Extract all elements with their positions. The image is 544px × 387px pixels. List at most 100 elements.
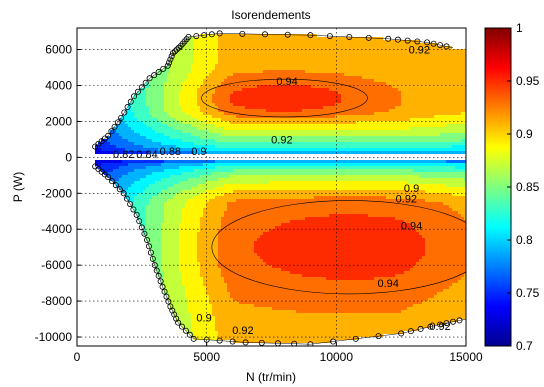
- contour-cell: [200, 301, 203, 304]
- contour-cell: [230, 34, 233, 37]
- contour-cell: [116, 136, 119, 139]
- contour-cell: [146, 142, 149, 145]
- contour-cell: [278, 127, 281, 130]
- contour-cell: [215, 322, 218, 325]
- contour-cell: [128, 148, 131, 151]
- contour-cell: [164, 229, 167, 232]
- contour-cell: [224, 124, 227, 127]
- contour-cell: [140, 133, 143, 136]
- contour-cell: [236, 232, 239, 235]
- contour-cell: [149, 190, 152, 193]
- contour-cell: [173, 229, 176, 232]
- contour-cell: [257, 340, 260, 343]
- contour-cell: [263, 91, 266, 94]
- contour-cell: [191, 328, 194, 331]
- contour-cell: [137, 100, 140, 103]
- contour-cell: [257, 202, 260, 205]
- contour-cell: [191, 307, 194, 310]
- contour-cell: [215, 277, 218, 280]
- contour-cell: [167, 106, 170, 109]
- contour-cell: [215, 142, 218, 145]
- contour-cell: [293, 88, 296, 91]
- contour-cell: [155, 190, 158, 193]
- contour-cell: [179, 94, 182, 97]
- contour-cell: [173, 88, 176, 91]
- contour-cell: [215, 85, 218, 88]
- contour-cell: [290, 139, 293, 142]
- contour-cell: [263, 49, 266, 52]
- contour-cell: [209, 211, 212, 214]
- contour-cell: [215, 160, 218, 163]
- contour-cell: [131, 205, 134, 208]
- contour-cell: [245, 244, 248, 247]
- contour-cell: [188, 202, 191, 205]
- contour-cell: [254, 325, 257, 328]
- contour-cell: [263, 70, 266, 73]
- contour-cell: [257, 181, 260, 184]
- contour-cell: [233, 175, 236, 178]
- contour-cell: [281, 271, 284, 274]
- contour-cell: [134, 109, 137, 112]
- contour-cell: [284, 133, 287, 136]
- contour-cell: [260, 325, 263, 328]
- contour-cell: [260, 256, 263, 259]
- contour-cell: [119, 148, 122, 151]
- contour-cell: [194, 46, 197, 49]
- contour-cell: [179, 148, 182, 151]
- contour-cell: [128, 130, 131, 133]
- contour-cell: [245, 217, 248, 220]
- contour-cell: [215, 208, 218, 211]
- contour-cell: [197, 313, 200, 316]
- contour-cell: [287, 298, 290, 301]
- contour-cell: [188, 46, 191, 49]
- contour-cell: [158, 235, 161, 238]
- contour-cell: [230, 76, 233, 79]
- contour-cell: [209, 100, 212, 103]
- contour-cell: [128, 151, 131, 154]
- contour-cell: [266, 196, 269, 199]
- contour-cell: [227, 178, 230, 181]
- contour-cell: [176, 226, 179, 229]
- contour-cell: [188, 79, 191, 82]
- contour-cell: [239, 94, 242, 97]
- contour-cell: [164, 253, 167, 256]
- contour-cell: [248, 169, 251, 172]
- contour-cell: [170, 283, 173, 286]
- contour-cell: [254, 295, 257, 298]
- contour-cell: [227, 106, 230, 109]
- contour-cell: [233, 88, 236, 91]
- contour-cell: [230, 166, 233, 169]
- contour-cell: [212, 328, 215, 331]
- contour-cell: [257, 211, 260, 214]
- contour-cell: [170, 280, 173, 283]
- contour-cell: [269, 172, 272, 175]
- contour-cell: [290, 280, 293, 283]
- contour-cell: [152, 220, 155, 223]
- contour-cell: [284, 166, 287, 169]
- contour-cell: [245, 190, 248, 193]
- contour-cell: [266, 226, 269, 229]
- contour-cell: [263, 220, 266, 223]
- contour-cell: [161, 241, 164, 244]
- contour-cell: [251, 232, 254, 235]
- contour-cell: [290, 238, 293, 241]
- contour-cell: [257, 64, 260, 67]
- contour-cell: [212, 46, 215, 49]
- contour-cell: [197, 106, 200, 109]
- contour-cell: [179, 313, 182, 316]
- contour-cell: [206, 70, 209, 73]
- contour-cell: [254, 121, 257, 124]
- contour-cell: [167, 109, 170, 112]
- contour-cell: [227, 319, 230, 322]
- contour-cell: [233, 148, 236, 151]
- contour-cell: [233, 259, 236, 262]
- contour-cell: [284, 313, 287, 316]
- contour-cell: [212, 226, 215, 229]
- contour-cell: [251, 43, 254, 46]
- contour-cell: [284, 214, 287, 217]
- contour-cell: [233, 226, 236, 229]
- contour-cell: [236, 184, 239, 187]
- contour-cell: [179, 169, 182, 172]
- contour-cell: [191, 40, 194, 43]
- contour-cell: [191, 322, 194, 325]
